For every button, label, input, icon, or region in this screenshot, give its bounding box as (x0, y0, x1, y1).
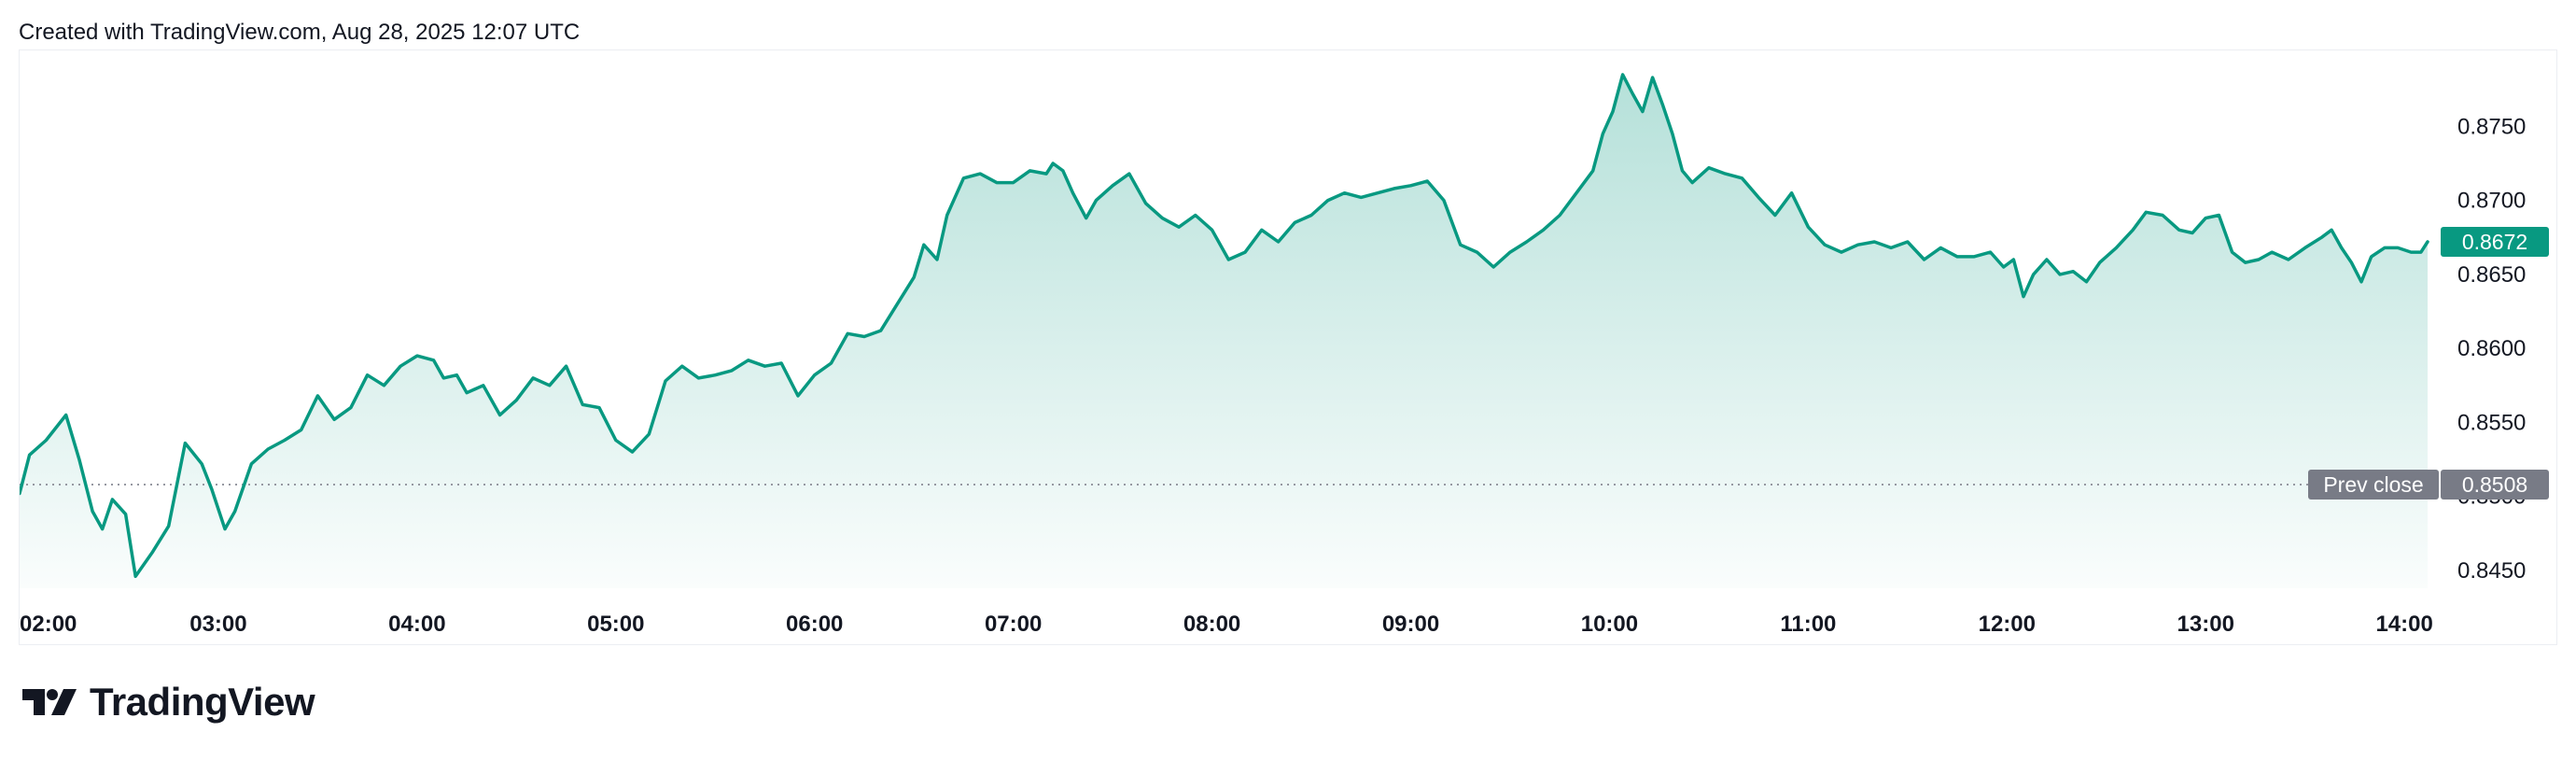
x-tick-label: 05:00 (587, 612, 644, 637)
x-tick-label: 03:00 (189, 612, 246, 637)
tradingview-logo-icon (22, 689, 77, 715)
x-tick-label: 04:00 (388, 612, 445, 637)
x-tick-label: 14:00 (2375, 612, 2432, 637)
price-chart[interactable]: 0.87500.87000.86500.86000.85500.85000.84… (20, 50, 2556, 644)
y-tick-label: 0.8650 (2457, 262, 2526, 288)
x-axis: 02:00 03:00 04:00 05:00 06:00 07:00 08:00 09:00… (20, 612, 2433, 637)
tradingview-brand[interactable]: TradingView (22, 680, 315, 725)
x-tick-label: 13:00 (2177, 612, 2234, 637)
created-with-caption: Created with TradingView.com, Aug 28, 20… (19, 20, 581, 45)
x-tick-label: 10:00 (1581, 612, 1638, 637)
x-tick-label: 06:00 (786, 612, 843, 637)
x-tick-label: 02:00 (20, 612, 77, 637)
y-tick-label: 0.8750 (2457, 114, 2526, 139)
y-axis: 0.87500.87000.86500.86000.85500.85000.84… (2457, 114, 2526, 584)
prev-close-text: Prev close (2323, 472, 2423, 497)
last-price-value: 0.8672 (2462, 230, 2527, 254)
x-tick-label: 12:00 (1979, 612, 2036, 637)
tradingview-wordmark: TradingView (90, 680, 315, 724)
price-series-line (20, 73, 2429, 579)
y-tick-label: 0.8700 (2457, 189, 2526, 214)
price-area-fill (20, 74, 2428, 588)
x-tick-label: 09:00 (1382, 612, 1439, 637)
x-tick-label: 08:00 (1183, 612, 1240, 637)
last-price-label: 0.8672 (2441, 227, 2549, 258)
chart-container[interactable]: 0.87500.87000.86500.86000.85500.85000.84… (19, 49, 2557, 645)
y-tick-label: 0.8600 (2457, 336, 2526, 361)
x-tick-label: 11:00 (1780, 612, 1836, 637)
y-tick-label: 0.8450 (2457, 558, 2526, 584)
prev-close-label: Prev close 0.8508 (2308, 470, 2549, 500)
prev-close-value: 0.8508 (2462, 472, 2527, 497)
x-tick-label: 07:00 (985, 612, 1042, 637)
y-tick-label: 0.8550 (2457, 410, 2526, 435)
